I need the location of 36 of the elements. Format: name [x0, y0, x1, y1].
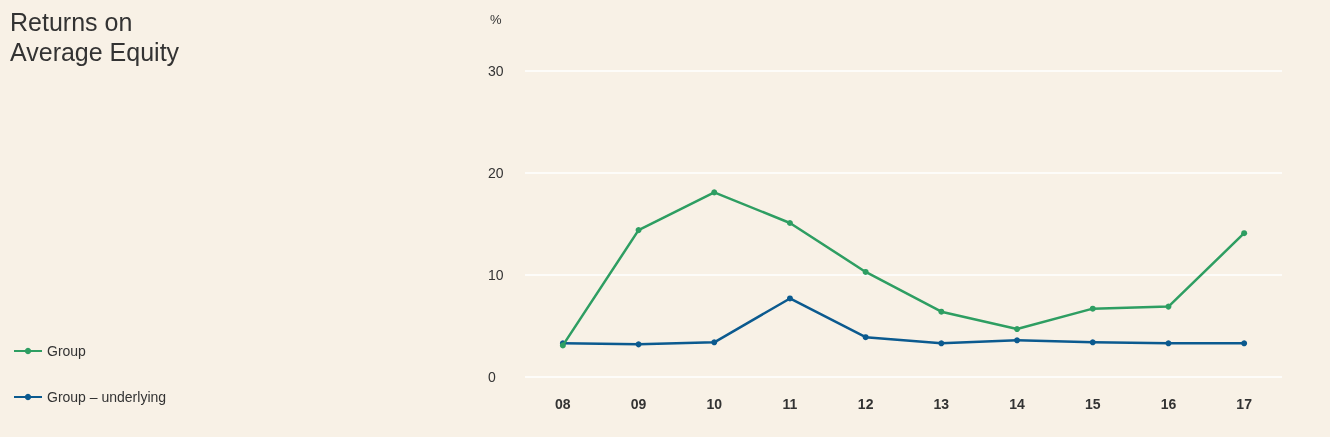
y-tick-label: 10 — [488, 267, 504, 283]
point — [1014, 337, 1021, 344]
point — [862, 334, 869, 341]
y-tick-label: 30 — [488, 63, 504, 79]
point — [786, 295, 793, 302]
x-tick-label: 12 — [857, 396, 874, 412]
legend-label: Group — [47, 343, 87, 359]
point — [711, 189, 718, 196]
x-tick-label: 09 — [630, 396, 647, 412]
point — [635, 227, 642, 234]
point — [1014, 326, 1021, 333]
point — [1089, 305, 1096, 312]
point — [1241, 340, 1248, 347]
x-tick-label: 15 — [1084, 396, 1101, 412]
y-tick-label: 0 — [488, 369, 496, 385]
y-axis-title: % — [490, 12, 502, 27]
point — [1241, 230, 1248, 237]
point — [938, 308, 945, 315]
x-tick-label: 14 — [1009, 396, 1026, 412]
x-tick-label: 16 — [1160, 396, 1177, 412]
point — [786, 219, 793, 226]
y-tick-label: 20 — [488, 165, 504, 181]
point — [1089, 339, 1096, 346]
point — [711, 339, 718, 346]
x-tick-label: 11 — [782, 396, 798, 412]
legend-label: Group – underlying — [47, 389, 167, 405]
text: Returns on Average Equity — [10, 8, 180, 66]
point — [862, 268, 869, 275]
x-tick-label: 08 — [555, 396, 571, 412]
point — [938, 340, 945, 347]
x-tick-label: 10 — [706, 396, 723, 412]
x-tick-label: 17 — [1236, 396, 1253, 412]
point — [1165, 340, 1172, 347]
point — [1165, 303, 1172, 310]
point — [635, 341, 642, 348]
x-tick-label: 13 — [933, 396, 950, 412]
